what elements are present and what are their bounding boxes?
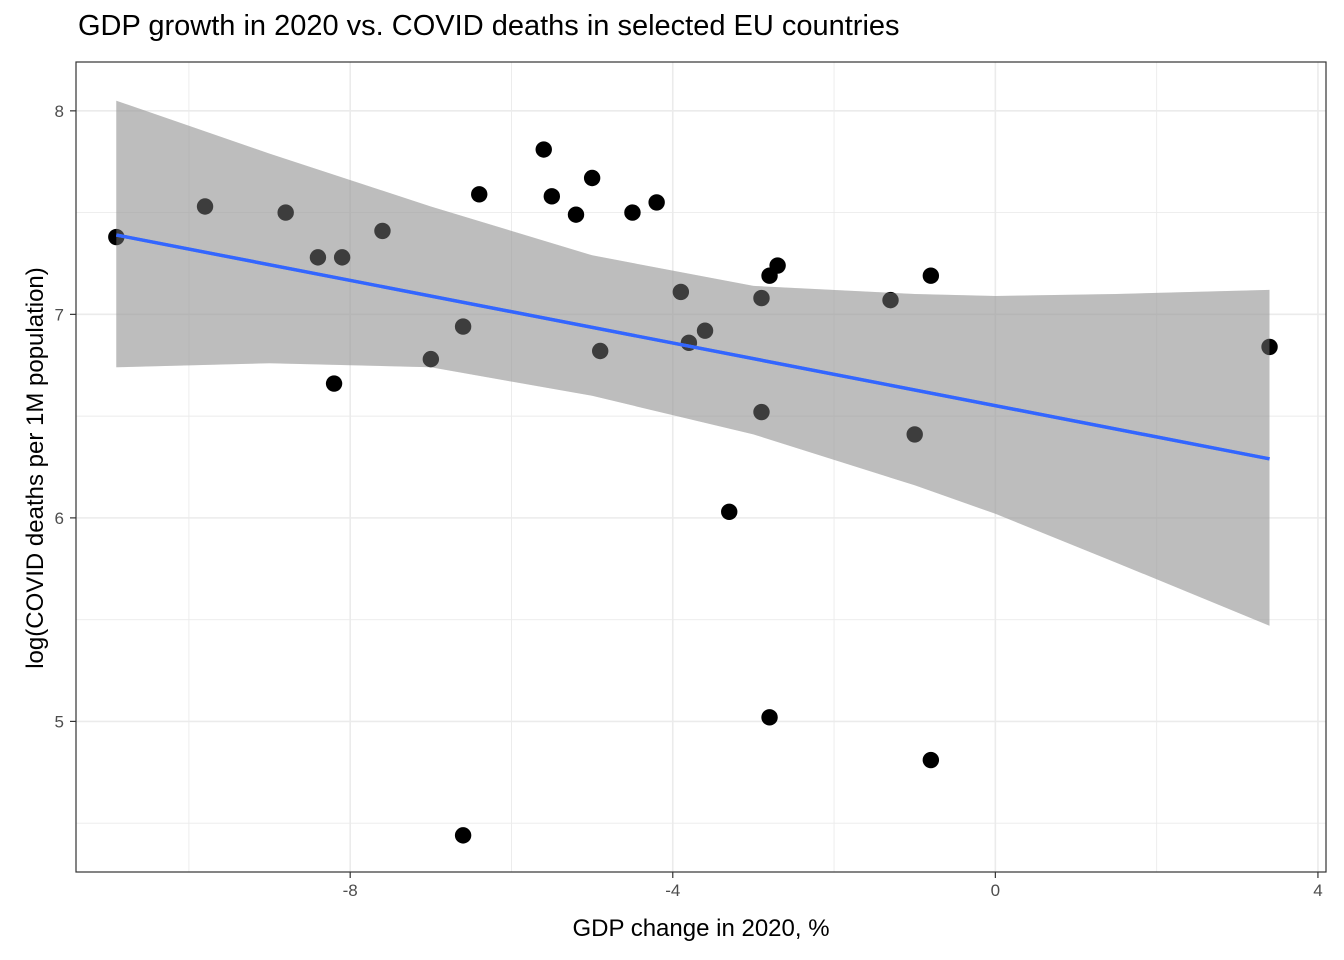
data-point bbox=[624, 204, 640, 220]
data-point bbox=[326, 375, 342, 391]
x-tick-label: -4 bbox=[665, 881, 680, 900]
data-point bbox=[584, 170, 600, 186]
data-point bbox=[923, 752, 939, 768]
y-axis-label: log(COVID deaths per 1M population) bbox=[22, 267, 50, 669]
data-point bbox=[536, 141, 552, 157]
y-tick-label: 6 bbox=[55, 509, 64, 528]
y-tick-label: 8 bbox=[55, 102, 64, 121]
y-tick-label: 5 bbox=[55, 712, 64, 731]
data-point bbox=[648, 194, 664, 210]
x-tick-label: -8 bbox=[343, 881, 358, 900]
data-point bbox=[471, 186, 487, 202]
x-axis-label: GDP change in 2020, % bbox=[76, 915, 1326, 943]
data-point bbox=[769, 257, 785, 273]
data-point bbox=[721, 504, 737, 520]
data-point bbox=[761, 709, 777, 725]
data-point bbox=[544, 188, 560, 204]
data-point bbox=[455, 827, 471, 843]
y-tick-label: 7 bbox=[55, 305, 64, 324]
data-point bbox=[923, 267, 939, 283]
data-point bbox=[568, 206, 584, 222]
x-tick-label: 4 bbox=[1313, 881, 1322, 900]
x-tick-label: 0 bbox=[991, 881, 1000, 900]
